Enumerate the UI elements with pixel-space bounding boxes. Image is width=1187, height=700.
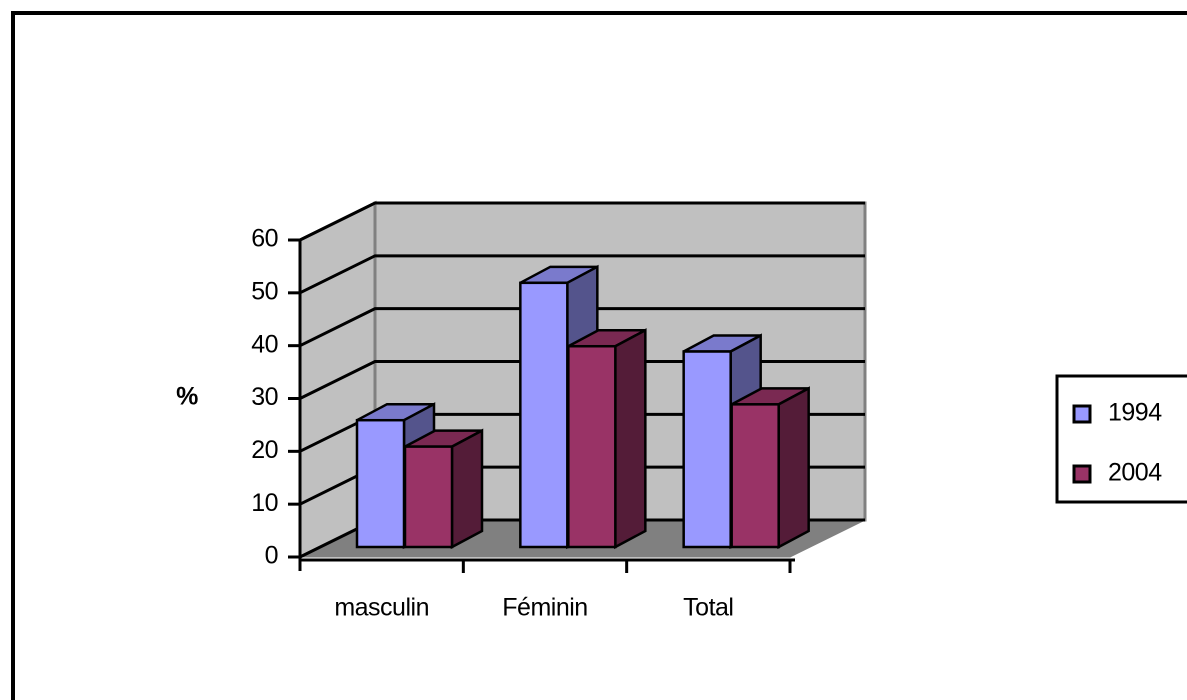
y-tick-label: 20 <box>251 436 278 464</box>
y-axis-label: % <box>176 383 198 411</box>
x-tick-label: Total <box>683 594 733 622</box>
legend-swatch <box>1072 464 1092 484</box>
bar <box>355 418 406 549</box>
bar <box>682 350 732 549</box>
y-tick-label: 40 <box>251 330 278 358</box>
legend-label: 2004 <box>1108 459 1162 487</box>
bar-side <box>777 386 810 550</box>
y-tick-label: 50 <box>251 277 278 305</box>
bar-side <box>450 428 484 550</box>
y-tick-label: 60 <box>251 225 278 253</box>
grid-line <box>299 254 865 295</box>
x-tick-label: masculin <box>334 594 429 622</box>
bar <box>403 445 454 549</box>
bar <box>567 344 617 549</box>
y-tick-label: 30 <box>251 383 278 411</box>
bar <box>730 403 780 549</box>
legend-swatch <box>1072 404 1092 424</box>
legend-label: 1994 <box>1108 399 1162 427</box>
x-tick-label: Féminin <box>502 594 587 622</box>
grid-line <box>299 307 865 348</box>
y-tick-label: 0 <box>265 542 278 570</box>
grid-line <box>299 201 865 242</box>
y-tick-label: 10 <box>251 489 278 517</box>
bar <box>519 281 569 549</box>
bar-side <box>614 328 647 550</box>
